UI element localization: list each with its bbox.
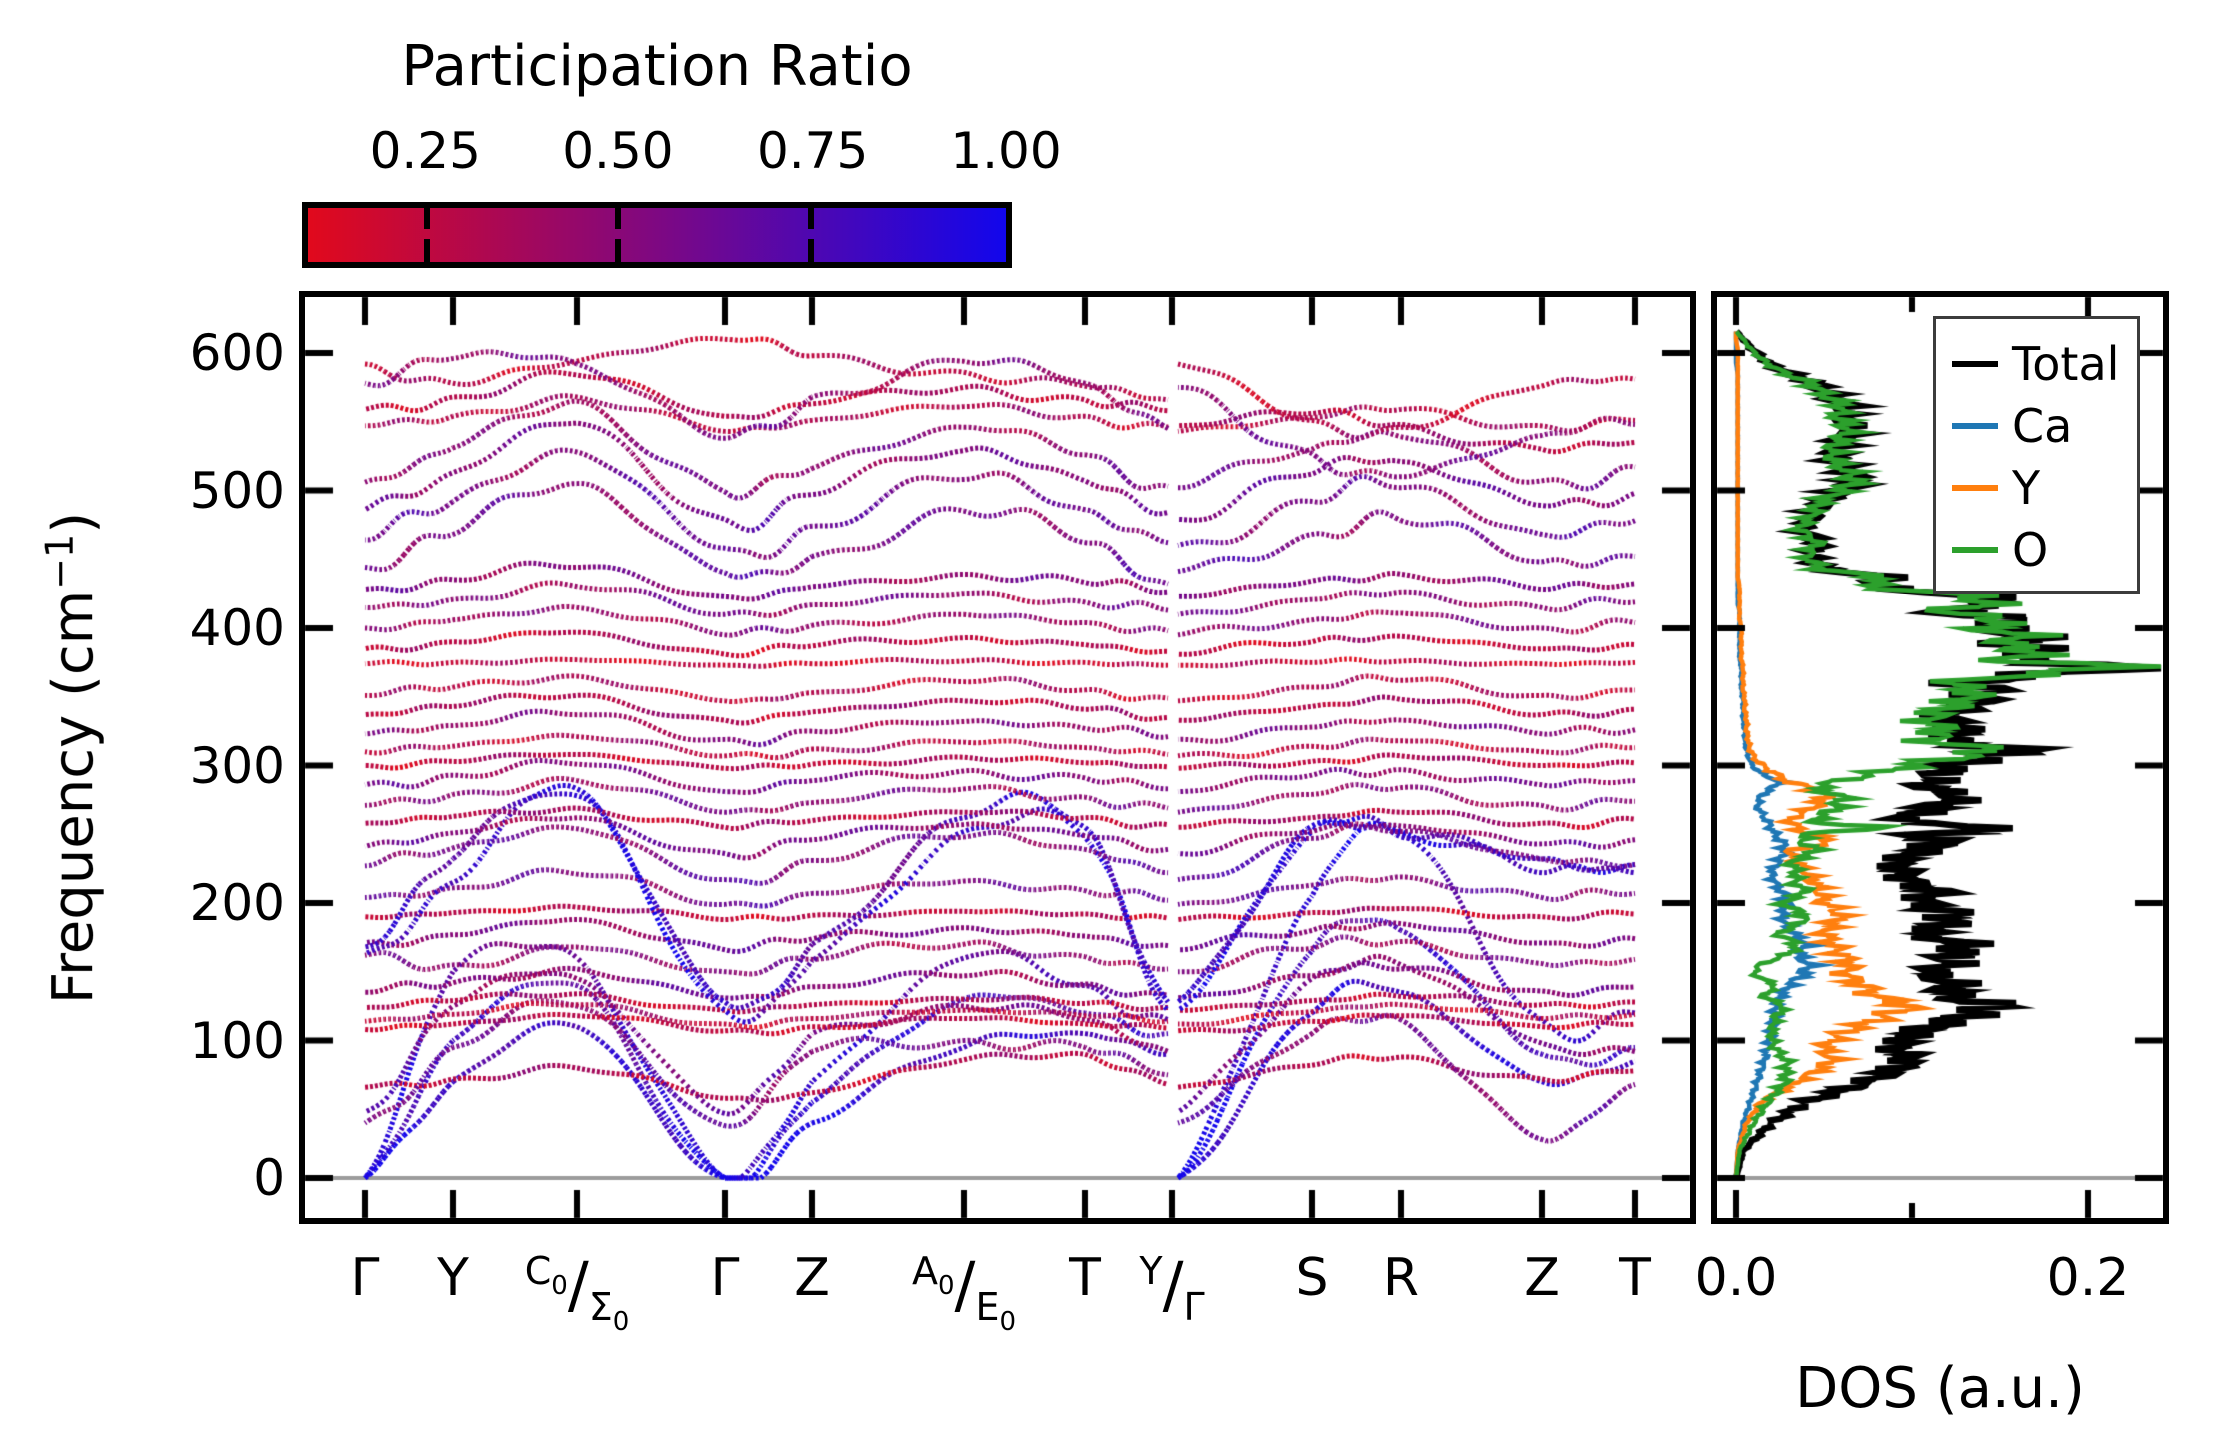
legend-label: Ca [2012, 399, 2073, 453]
y-tick-label: 100 [189, 1011, 285, 1070]
legend-line-swatch [1952, 423, 1998, 429]
k-point-label: Y/Γ [1139, 1248, 1205, 1329]
legend-line-swatch [1952, 547, 1998, 553]
colorbar-tick-label: 0.50 [562, 122, 674, 180]
dos-axis-label: DOS (a.u.) [1795, 1356, 2085, 1421]
legend-item-y: Y [1952, 457, 2137, 519]
legend-label: Total [2012, 337, 2120, 391]
legend-item-total: Total [1952, 333, 2137, 395]
legend-item-o: O [1952, 519, 2137, 581]
legend-line-swatch [1952, 361, 1998, 367]
legend-label: Y [2012, 461, 2041, 515]
y-tick-label: 400 [189, 599, 285, 657]
k-point-label: Z [794, 1248, 830, 1308]
k-point-label: Y [437, 1248, 469, 1308]
y-tick-label: 300 [189, 736, 285, 795]
dos-legend: Total Ca Y O [1933, 316, 2140, 594]
dos-x-tick-label: 0.0 [1694, 1248, 1778, 1308]
k-point-label: A0/E0 [912, 1248, 1016, 1337]
k-point-label: Γ [710, 1248, 740, 1308]
y-tick-label: 600 [189, 324, 285, 382]
y-tick-label: 200 [189, 874, 285, 932]
colorbar-tick-label: 0.25 [369, 122, 481, 180]
k-point-label: C0/Σ0 [524, 1248, 630, 1337]
colorbar-title: Participation Ratio [401, 34, 913, 99]
y-tick-label: 500 [189, 461, 285, 520]
y-axis-label: Frequency (cm−1) [37, 511, 107, 1005]
legend-line-swatch [1952, 485, 1998, 491]
k-point-label: T [1619, 1248, 1651, 1308]
colorbar-tick-label: 0.75 [756, 122, 869, 180]
k-point-label: S [1295, 1248, 1329, 1308]
y-tick-label: 0 [253, 1149, 285, 1207]
legend-item-ca: Ca [1952, 395, 2137, 457]
colorbar-tick-label: 1.00 [950, 122, 1062, 180]
k-point-label: Γ [350, 1248, 380, 1308]
k-point-label: R [1382, 1248, 1420, 1308]
dos-x-tick-label: 0.2 [2046, 1248, 2130, 1308]
legend-label: O [2012, 523, 2049, 577]
k-point-label: T [1069, 1248, 1101, 1308]
k-point-label: Z [1524, 1248, 1560, 1308]
